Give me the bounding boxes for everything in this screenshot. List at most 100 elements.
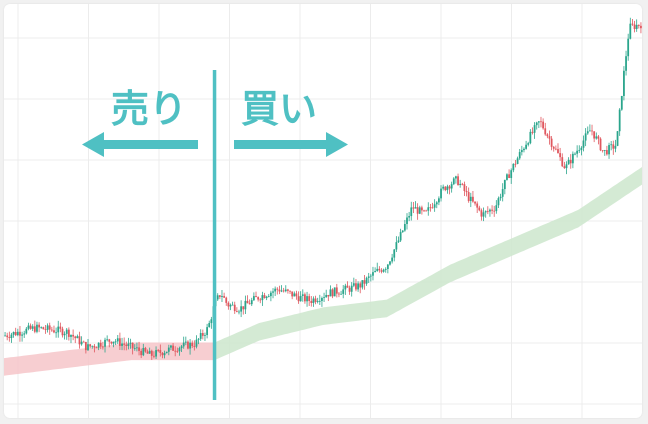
candle-body bbox=[312, 298, 315, 303]
candle-body bbox=[333, 287, 336, 297]
candle-down bbox=[461, 182, 464, 186]
candle-body bbox=[297, 296, 300, 302]
candle-body bbox=[104, 339, 106, 347]
candle-body bbox=[29, 325, 32, 329]
candle-up bbox=[121, 337, 123, 351]
candle-up bbox=[210, 316, 213, 329]
candle-up bbox=[537, 120, 540, 129]
candle-body bbox=[599, 138, 602, 151]
candle-up bbox=[195, 335, 198, 349]
candle-body bbox=[614, 145, 617, 149]
candle-body bbox=[233, 304, 236, 312]
candle-up bbox=[584, 128, 587, 147]
candle-body bbox=[110, 341, 113, 344]
candle-body bbox=[591, 130, 593, 132]
candle-up bbox=[393, 248, 396, 262]
candle-body bbox=[461, 183, 464, 185]
candle-up bbox=[55, 327, 58, 338]
candle-body bbox=[97, 342, 100, 348]
candle-up bbox=[435, 201, 438, 209]
candle-up bbox=[406, 213, 408, 230]
candle-up bbox=[408, 211, 411, 222]
candle-body bbox=[503, 179, 506, 190]
candle-down bbox=[304, 292, 306, 304]
candle-up bbox=[284, 285, 287, 293]
candle-body bbox=[189, 342, 191, 349]
candle-up bbox=[182, 336, 185, 349]
candle-body bbox=[276, 288, 279, 290]
candle-body bbox=[431, 207, 434, 209]
candle-up bbox=[12, 331, 15, 338]
candle-body bbox=[525, 144, 527, 149]
candle-body bbox=[552, 146, 555, 149]
candle-up bbox=[397, 236, 400, 244]
candle-body bbox=[95, 347, 98, 349]
candle-up bbox=[274, 286, 277, 297]
candle-down bbox=[631, 19, 634, 26]
candle-up bbox=[240, 300, 243, 318]
candle-body bbox=[274, 288, 277, 292]
candle-down bbox=[289, 290, 291, 294]
candle-down bbox=[131, 342, 134, 355]
candle-body bbox=[618, 109, 621, 132]
candle-body bbox=[27, 325, 30, 329]
candle-body bbox=[561, 157, 564, 167]
candle-body bbox=[593, 131, 596, 139]
candle-body bbox=[338, 293, 340, 295]
candle-up bbox=[614, 139, 617, 153]
candle-down bbox=[478, 205, 481, 212]
candle-body bbox=[304, 294, 306, 302]
candle-body bbox=[295, 293, 298, 297]
candle-body bbox=[46, 325, 49, 330]
grid-lines bbox=[4, 4, 642, 418]
candle-body bbox=[574, 153, 576, 155]
candle-body bbox=[291, 291, 294, 297]
candle-body bbox=[84, 341, 87, 351]
candle-up bbox=[112, 341, 115, 348]
candle-up bbox=[469, 192, 472, 208]
candle-up bbox=[178, 346, 181, 356]
candle-body bbox=[267, 296, 270, 297]
candle-down bbox=[278, 285, 281, 295]
candle-up bbox=[386, 263, 389, 274]
candle-up bbox=[571, 151, 574, 169]
candle-down bbox=[84, 341, 87, 354]
candle-body bbox=[59, 326, 62, 329]
candle-body bbox=[533, 125, 536, 133]
candle-down bbox=[606, 145, 608, 156]
candle-up bbox=[489, 208, 491, 217]
candle-body bbox=[452, 178, 455, 185]
candle-up bbox=[623, 66, 625, 101]
candle-up bbox=[535, 121, 538, 130]
candle-down bbox=[295, 290, 298, 300]
candle-body bbox=[38, 324, 40, 328]
candle-body bbox=[444, 186, 447, 191]
candle-down bbox=[486, 206, 489, 215]
candle-body bbox=[586, 131, 589, 134]
candle-body bbox=[108, 339, 111, 342]
candle-body bbox=[476, 203, 479, 208]
candle-up bbox=[603, 149, 606, 156]
candle-body bbox=[603, 150, 606, 151]
candle-body bbox=[208, 323, 211, 328]
candle-up bbox=[199, 329, 202, 341]
candle-body bbox=[238, 311, 240, 313]
candle-down bbox=[14, 327, 17, 337]
candle-up bbox=[31, 324, 34, 331]
candlestick-chart: 売り 買い bbox=[4, 4, 642, 418]
candle-body bbox=[493, 210, 496, 212]
candle-body bbox=[255, 296, 257, 298]
candle-up bbox=[252, 292, 255, 302]
candle-down bbox=[310, 296, 313, 307]
candle-up bbox=[46, 323, 49, 333]
candle-up bbox=[384, 267, 387, 273]
candle-up bbox=[23, 330, 26, 338]
candle-body bbox=[167, 347, 170, 352]
candle-down bbox=[297, 291, 300, 304]
candle-down bbox=[282, 287, 285, 293]
candle-down bbox=[561, 153, 564, 168]
candle-up bbox=[367, 272, 370, 283]
candle-body bbox=[225, 297, 228, 303]
candle-up bbox=[204, 332, 206, 341]
candle-up bbox=[357, 281, 359, 292]
